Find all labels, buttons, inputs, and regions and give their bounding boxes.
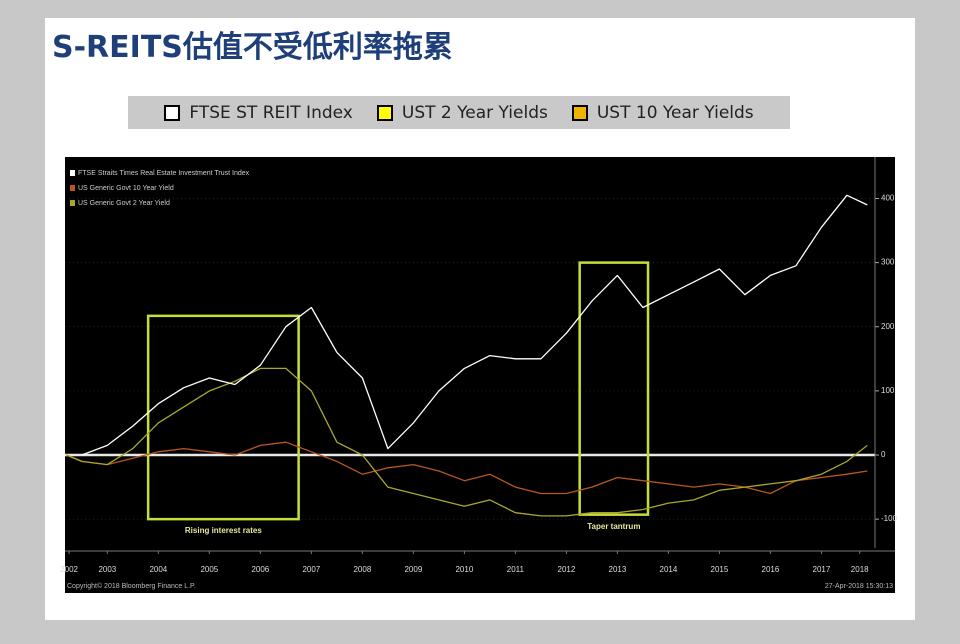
copyright: Copyright© 2018 Bloomberg Finance L.P. xyxy=(67,582,196,590)
x-tick-label: 2010 xyxy=(455,565,473,574)
legend-swatch xyxy=(571,104,588,121)
inner-legend-label: US Generic Govt 10 Year Yield xyxy=(78,185,174,192)
y-tick-label: 0 xyxy=(881,450,886,459)
x-tick-label: 2005 xyxy=(200,565,218,574)
x-tick-label: 2012 xyxy=(558,565,576,574)
inner-legend-swatch xyxy=(70,185,75,191)
timestamp: 27-Apr-2018 15:30:13 xyxy=(825,583,893,590)
legend-label: UST 2 Year Yields xyxy=(401,102,548,123)
x-tick-label: 2004 xyxy=(149,565,167,574)
x-tick-label: 2002 xyxy=(60,565,78,574)
highlight-label: Rising interest rates xyxy=(185,526,262,535)
legend-label: FTSE ST REIT Index xyxy=(189,102,353,123)
x-tick-label: 2018 xyxy=(851,565,869,574)
x-tick-label: 2015 xyxy=(711,565,729,574)
x-tick-label: 2014 xyxy=(660,565,678,574)
y-tick-label: 200 xyxy=(881,322,895,331)
y-tick-label: 100 xyxy=(881,386,895,395)
x-tick-label: 2009 xyxy=(404,565,422,574)
legend-item: UST 2 Year Yields xyxy=(376,102,548,123)
slide-title: S-REITS估值不受低利率拖累 xyxy=(52,30,453,65)
highlight-label: Taper tantrum xyxy=(587,522,640,531)
legend-item: FTSE ST REIT Index xyxy=(164,103,353,123)
x-tick-label: 2008 xyxy=(353,565,371,574)
x-tick-label: 2011 xyxy=(507,565,525,574)
x-tick-label: 2006 xyxy=(251,565,269,574)
inner-legend-swatch xyxy=(70,200,75,206)
legend-swatch xyxy=(376,104,393,121)
inner-legend-label: FTSE Straits Times Real Estate Investmen… xyxy=(78,170,250,177)
inner-legend-label: US Generic Govt 2 Year Yield xyxy=(78,200,170,207)
highlight-box xyxy=(578,261,650,516)
series-line xyxy=(66,441,868,495)
highlight-box xyxy=(146,314,300,521)
x-tick-label: 2013 xyxy=(609,565,627,574)
y-tick-label: -100 xyxy=(881,514,898,523)
inner-legend-swatch xyxy=(70,170,75,176)
series-line xyxy=(66,367,868,517)
x-tick-label: 2007 xyxy=(302,565,320,574)
x-tick-label: 2017 xyxy=(813,565,831,574)
series-line xyxy=(81,194,868,456)
legend-label: UST 10 Year Yields xyxy=(596,102,754,123)
x-tick-label: 2003 xyxy=(98,565,116,574)
legend-item: UST 10 Year Yields xyxy=(571,102,754,123)
y-tick-label: 400 xyxy=(881,194,895,203)
x-tick-label: 2016 xyxy=(762,565,780,574)
y-tick-label: 300 xyxy=(881,258,895,267)
legend: FTSE ST REIT Index UST 2 Year Yields UST 1… xyxy=(128,96,790,129)
legend-swatch xyxy=(164,104,181,121)
